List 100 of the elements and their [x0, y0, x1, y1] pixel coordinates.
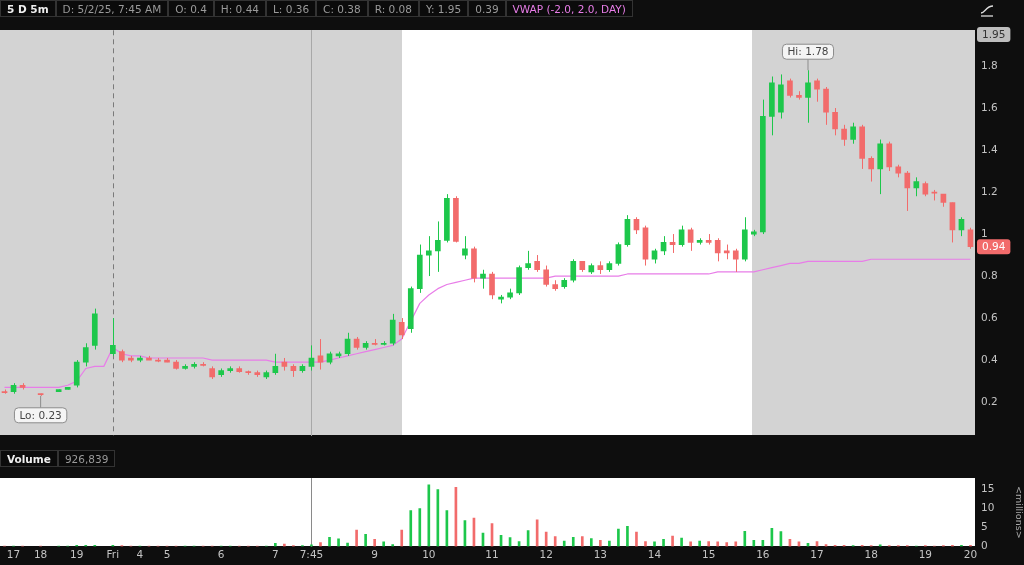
x-tick-label: 10 — [422, 548, 436, 561]
bar — [734, 541, 738, 547]
bar — [725, 542, 729, 547]
x-tick-label: 19 — [70, 548, 84, 561]
candlestick — [182, 363, 188, 371]
text: 926,839 — [57, 450, 116, 467]
bar — [653, 541, 656, 547]
y-tick-label: 0.2 — [981, 394, 998, 407]
bar — [553, 536, 557, 547]
x-tick-label: 11 — [485, 548, 499, 561]
bar — [589, 538, 593, 547]
bar — [355, 529, 358, 547]
candlestick — [913, 176, 920, 197]
x-tick-label: Fri — [106, 548, 120, 561]
x-tick-label: 13 — [593, 548, 608, 561]
bar — [409, 510, 413, 547]
y-axis-title: <millions> — [1013, 486, 1024, 539]
candlestick — [254, 370, 261, 378]
bar — [662, 538, 665, 547]
x-tick-label: 15 — [701, 548, 716, 561]
y-tick-label: 0.4 — [981, 352, 999, 365]
candlestick — [588, 262, 595, 275]
bar — [427, 484, 431, 547]
x-tick-label: 16 — [756, 548, 770, 561]
y-tick-label: 15 — [981, 482, 995, 495]
annotation: 1.95 — [982, 28, 1006, 41]
y-tick-label: 5 — [981, 520, 988, 533]
candlestick — [64, 386, 71, 390]
x-tick-label: 12 — [539, 548, 553, 561]
y-tick-label: 1.4 — [981, 142, 999, 155]
x-tick-label: 17 — [810, 548, 824, 561]
y-tick-label: 1 — [981, 226, 988, 239]
y-tick-label: 1.8 — [981, 58, 998, 71]
candlestick — [462, 235, 468, 260]
candlestick — [191, 361, 197, 369]
bar — [328, 536, 331, 547]
candlestick — [570, 258, 577, 283]
bar — [337, 538, 340, 547]
candlestick — [227, 365, 234, 374]
y-tick-label: 0.6 — [981, 310, 999, 323]
y-tick-label: 0.8 — [981, 268, 998, 281]
bar — [680, 537, 683, 547]
bar — [571, 536, 575, 547]
candlestick — [561, 277, 568, 290]
bar — [752, 540, 756, 547]
bar — [274, 543, 277, 547]
candlestick — [705, 233, 712, 246]
bar — [635, 531, 638, 547]
bar — [617, 528, 620, 547]
candlestick — [173, 359, 179, 371]
annotation: Hi: 1.78 — [787, 45, 829, 58]
y-tick-label: 1.2 — [981, 184, 998, 197]
bar — [599, 540, 602, 547]
y-tick-label: 10 — [981, 501, 995, 514]
candlestick — [55, 388, 62, 393]
annotation: 0.94 — [982, 240, 1006, 253]
text: L: 0.36 — [266, 0, 317, 17]
x-tick-label: 5 — [163, 548, 171, 561]
bar — [418, 508, 422, 547]
bar — [671, 535, 674, 547]
text: VWAP (-2.0, 2.0, DAY) — [505, 0, 633, 17]
bar — [373, 538, 376, 547]
bar — [319, 542, 322, 547]
y-tick-label: 0 — [981, 539, 988, 552]
chart-title: 5 D 5m — [0, 0, 56, 17]
text: C: 0.38 — [316, 0, 368, 17]
text: O: 0.4 — [168, 0, 214, 17]
y-tick-label: 1.6 — [981, 100, 999, 113]
x-tick-label: 7:45 — [299, 548, 324, 561]
text: Y: 1.95 — [418, 0, 469, 17]
text: D: 5/2/25, 7:45 AM — [55, 0, 169, 17]
bar — [716, 541, 720, 547]
bar — [689, 541, 692, 547]
candlestick — [543, 265, 550, 288]
candlestick — [796, 90, 802, 101]
x-tick-label: 7 — [272, 548, 279, 561]
candlestick — [380, 340, 387, 346]
x-tick-label: 19 — [918, 548, 933, 561]
candlestick — [236, 365, 243, 374]
x-tick-label: 9 — [371, 548, 378, 561]
x-tick-label: 4 — [136, 548, 144, 561]
bar — [364, 533, 367, 547]
candlestick — [245, 370, 252, 376]
text: 0.39 — [468, 0, 506, 17]
text: R: 0.08 — [367, 0, 419, 17]
bar — [562, 540, 566, 547]
x-tick-label: 18 — [864, 548, 878, 561]
text: H: 0.44 — [213, 0, 266, 17]
bar — [346, 542, 349, 547]
bar — [580, 536, 584, 547]
candlestick — [164, 357, 170, 363]
x-tick-label: 14 — [647, 548, 662, 561]
x-tick-label: 17 — [6, 548, 21, 561]
x-tick-label: 6 — [217, 548, 225, 561]
bar — [400, 529, 404, 547]
annotation: Lo: 0.23 — [19, 409, 62, 422]
candlestick — [82, 342, 89, 367]
candlestick — [787, 78, 793, 99]
x-tick-label: 20 — [963, 548, 978, 561]
candlestick — [200, 361, 206, 367]
